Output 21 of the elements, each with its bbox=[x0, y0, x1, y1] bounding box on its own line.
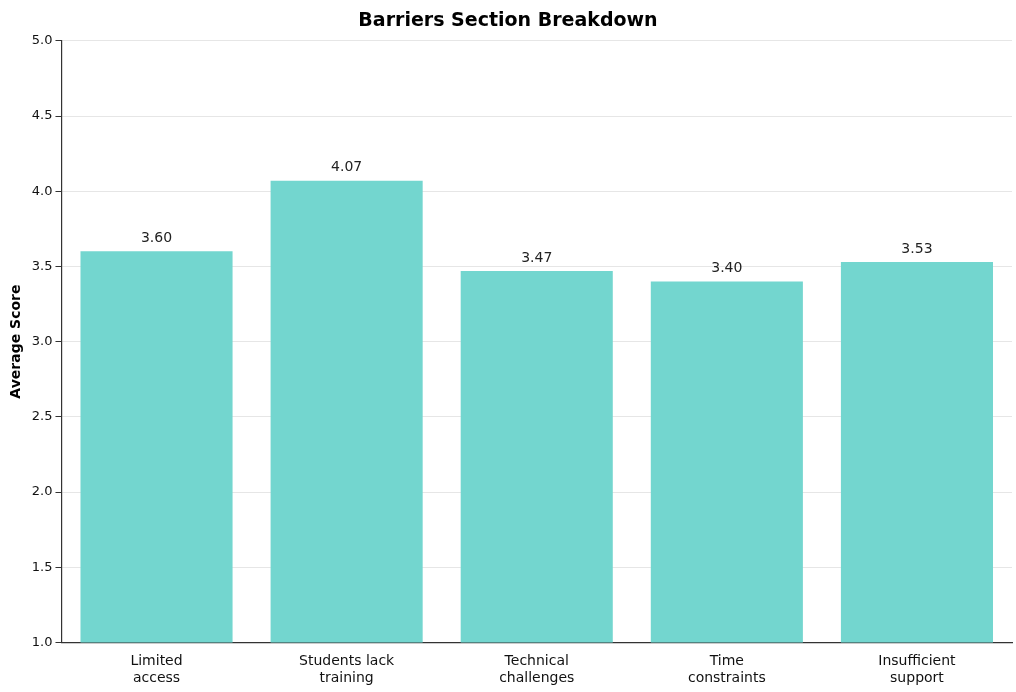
data-label: 3.40 bbox=[711, 259, 743, 276]
data-label: 4.07 bbox=[331, 158, 363, 175]
y-tick-label: 3.5 bbox=[31, 257, 53, 273]
x-tick-label: Limited access bbox=[130, 652, 183, 686]
x-tick-label: Students lack training bbox=[299, 652, 396, 686]
x-tick-label: Time constraints bbox=[687, 652, 766, 686]
chart-title: Barriers Section Breakdown bbox=[358, 8, 658, 31]
x-tick-label: Insufficient support bbox=[878, 652, 957, 686]
y-tick-label: 1.5 bbox=[31, 558, 53, 574]
data-label: 3.53 bbox=[901, 239, 933, 256]
y-tick-label: 5.0 bbox=[31, 32, 53, 48]
y-tick-label: 2.0 bbox=[31, 483, 53, 499]
y-tick-label: 2.5 bbox=[31, 408, 53, 424]
data-label: 3.47 bbox=[521, 248, 553, 265]
y-tick-label: 1.0 bbox=[31, 633, 53, 649]
data-label: 3.60 bbox=[140, 229, 173, 245]
y-tick-label: 4.5 bbox=[31, 107, 53, 123]
x-tick-label: Technical challenges bbox=[499, 652, 575, 686]
y-tick-label: 4.0 bbox=[31, 182, 53, 198]
y-axis-title: Average Score bbox=[7, 284, 24, 399]
y-tick-label: 3.0 bbox=[31, 332, 53, 348]
